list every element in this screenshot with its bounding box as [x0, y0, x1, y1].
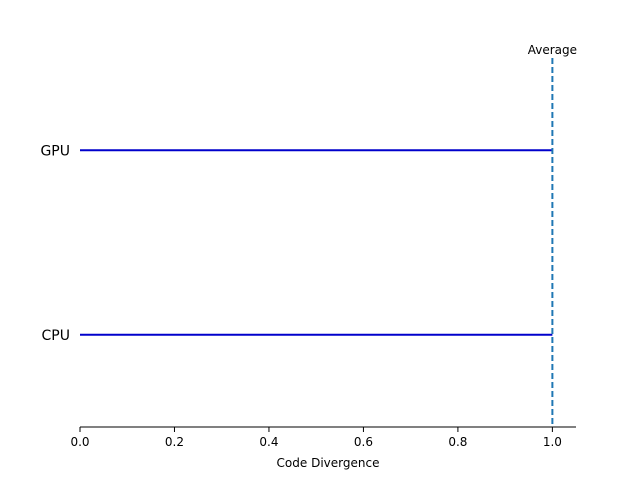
x-tick-label: 0.2 [165, 435, 184, 449]
x-tick-label: 1.0 [543, 435, 562, 449]
category-labels: CPU GPU [40, 143, 70, 344]
x-tick-label: 0.6 [354, 435, 373, 449]
x-tick-label: 0.8 [448, 435, 467, 449]
category-label-gpu: GPU [40, 143, 70, 159]
average-reference-label: Average [528, 43, 577, 57]
x-ticks: 0.0 0.2 0.4 0.6 0.8 1.0 [70, 427, 562, 449]
bars-group [80, 149, 553, 336]
x-axis-title: Code Divergence [277, 456, 380, 470]
x-tick-label: 0.4 [259, 435, 278, 449]
x-tick-label: 0.0 [70, 435, 89, 449]
category-label-cpu: CPU [42, 328, 70, 344]
